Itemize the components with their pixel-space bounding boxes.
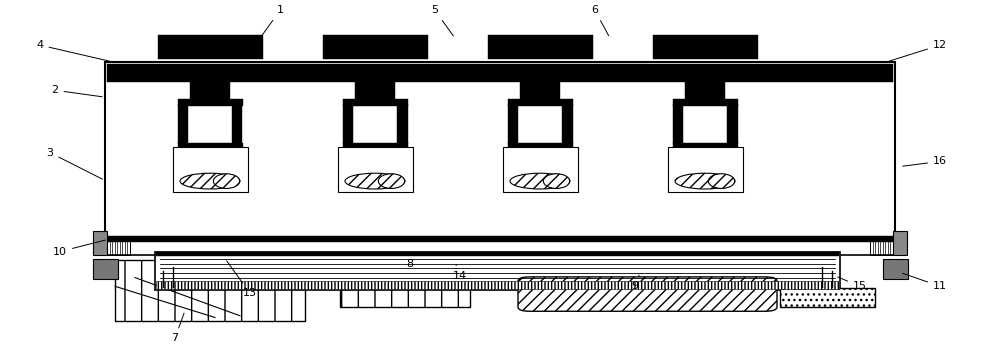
Bar bbox=[668, 147, 742, 192]
Bar bbox=[488, 35, 592, 59]
Bar bbox=[155, 252, 840, 290]
Ellipse shape bbox=[180, 173, 240, 189]
Bar bbox=[672, 100, 738, 106]
Bar bbox=[107, 236, 893, 242]
Ellipse shape bbox=[543, 174, 570, 188]
Text: 8: 8 bbox=[400, 253, 414, 269]
Bar bbox=[562, 104, 572, 144]
Text: 14: 14 bbox=[453, 265, 467, 281]
Ellipse shape bbox=[378, 174, 405, 188]
Text: 7: 7 bbox=[171, 313, 184, 343]
Bar bbox=[173, 147, 248, 192]
Text: 9: 9 bbox=[631, 275, 639, 291]
Bar bbox=[672, 104, 683, 144]
Bar bbox=[178, 143, 242, 150]
Text: 6: 6 bbox=[592, 6, 609, 36]
Ellipse shape bbox=[345, 173, 405, 189]
Bar bbox=[178, 104, 188, 144]
Bar bbox=[508, 100, 572, 106]
Text: 1: 1 bbox=[262, 6, 284, 36]
Ellipse shape bbox=[213, 174, 240, 188]
Bar bbox=[156, 281, 839, 289]
Bar bbox=[508, 143, 572, 150]
Text: 13: 13 bbox=[227, 261, 257, 298]
Ellipse shape bbox=[708, 174, 735, 188]
Text: 11: 11 bbox=[903, 273, 947, 291]
Bar bbox=[342, 104, 353, 144]
Bar bbox=[503, 147, 578, 192]
Bar bbox=[520, 82, 560, 104]
Bar bbox=[342, 100, 408, 106]
Bar bbox=[727, 104, 738, 144]
Text: 12: 12 bbox=[888, 40, 947, 62]
Bar bbox=[107, 238, 130, 255]
Bar bbox=[158, 35, 262, 59]
Bar bbox=[105, 62, 895, 243]
Text: 5: 5 bbox=[432, 6, 453, 36]
Bar bbox=[190, 82, 230, 104]
Bar bbox=[893, 231, 907, 255]
Bar bbox=[93, 259, 118, 279]
FancyBboxPatch shape bbox=[518, 277, 777, 311]
Bar bbox=[107, 64, 893, 82]
Text: 4: 4 bbox=[36, 40, 112, 62]
Bar bbox=[508, 104, 518, 144]
Bar bbox=[342, 143, 408, 150]
Bar bbox=[340, 260, 470, 307]
Bar bbox=[870, 238, 893, 255]
Bar bbox=[232, 104, 242, 144]
Bar bbox=[780, 288, 875, 307]
Ellipse shape bbox=[510, 173, 570, 189]
Bar bbox=[93, 231, 107, 255]
Bar bbox=[322, 35, 428, 59]
Text: 10: 10 bbox=[53, 240, 105, 256]
Bar bbox=[652, 35, 758, 59]
Bar bbox=[397, 104, 408, 144]
Bar bbox=[883, 259, 908, 279]
Bar bbox=[338, 147, 413, 192]
Text: 2: 2 bbox=[51, 85, 102, 97]
Bar bbox=[672, 143, 738, 150]
Text: 16: 16 bbox=[903, 156, 947, 166]
Bar bbox=[105, 238, 895, 255]
Text: 15: 15 bbox=[838, 277, 867, 291]
Bar bbox=[685, 82, 725, 104]
Text: 3: 3 bbox=[46, 148, 103, 179]
Bar bbox=[178, 100, 242, 106]
Bar bbox=[355, 82, 395, 104]
Bar bbox=[156, 252, 839, 256]
Ellipse shape bbox=[675, 173, 735, 189]
Bar bbox=[115, 260, 305, 321]
